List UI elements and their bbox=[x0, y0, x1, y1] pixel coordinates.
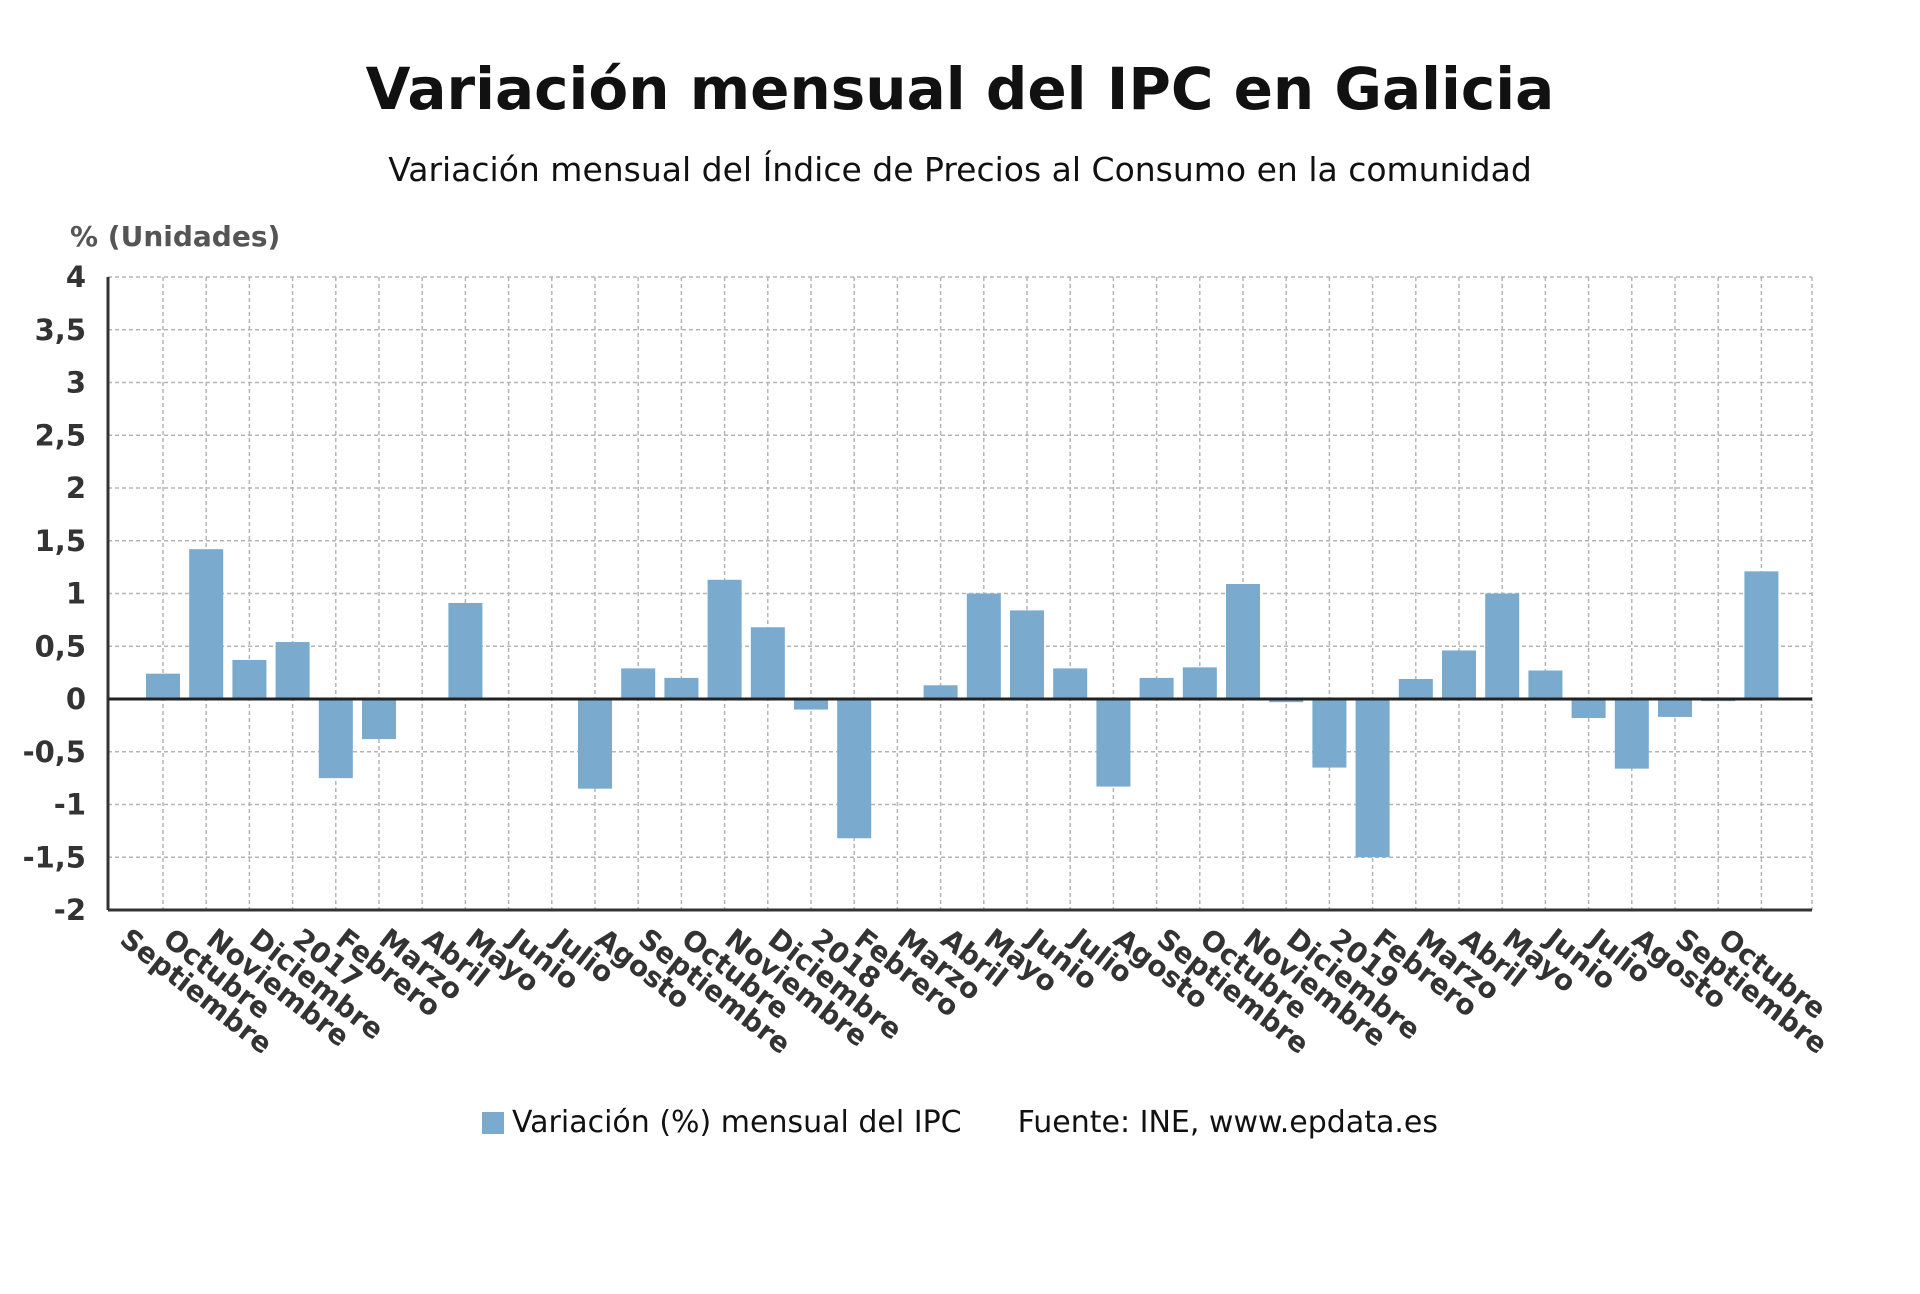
bar bbox=[1269, 699, 1304, 703]
bar bbox=[1096, 699, 1131, 787]
y-axis-unit-label: % (Unidades) bbox=[70, 220, 280, 253]
y-tick-label: 3 bbox=[66, 366, 86, 400]
bar bbox=[794, 699, 828, 710]
grid-lines bbox=[108, 276, 1813, 911]
bar bbox=[189, 549, 224, 699]
y-tick-label: -2 bbox=[54, 893, 86, 927]
legend-series-label: Variación (%) mensual del IPC bbox=[511, 1105, 962, 1140]
bar bbox=[275, 642, 310, 699]
y-tick-label: 4 bbox=[66, 260, 86, 294]
bar bbox=[318, 699, 353, 779]
bar bbox=[621, 668, 656, 699]
bar bbox=[1614, 699, 1649, 769]
bar bbox=[448, 602, 483, 699]
chart-subtitle: Variación mensual del Índice de Precios … bbox=[388, 150, 1532, 189]
y-tick-label: 0 bbox=[66, 682, 86, 716]
bar bbox=[1658, 699, 1692, 717]
bar bbox=[1442, 650, 1476, 699]
y-tick-label: 3,5 bbox=[35, 313, 86, 347]
y-tick-label: -0,5 bbox=[23, 735, 86, 769]
bar bbox=[578, 699, 612, 789]
bar bbox=[1485, 593, 1520, 699]
y-tick-label: -1 bbox=[54, 788, 86, 822]
bar bbox=[1528, 670, 1563, 699]
bar bbox=[1571, 699, 1606, 718]
y-tick-label: 1 bbox=[66, 577, 86, 611]
bar bbox=[707, 579, 742, 699]
bar bbox=[1182, 667, 1217, 699]
bar bbox=[1355, 699, 1390, 858]
bar bbox=[966, 593, 1001, 699]
bar bbox=[1744, 571, 1779, 699]
x-axis-ticks: SeptiembreOctubreNoviembreDiciembre2017F… bbox=[114, 921, 1834, 1061]
y-tick-label: 2,5 bbox=[35, 418, 86, 452]
bar bbox=[1312, 699, 1347, 768]
bars bbox=[146, 549, 1779, 858]
legend: Variación (%) mensual del IPC Fuente: INE… bbox=[0, 1105, 1920, 1140]
y-tick-label: 1,5 bbox=[35, 524, 86, 558]
bar bbox=[750, 627, 785, 699]
bar bbox=[362, 699, 396, 740]
chart-title: Variación mensual del IPC en Galicia bbox=[365, 55, 1555, 123]
legend-swatch bbox=[481, 1112, 504, 1134]
y-tick-label: -1,5 bbox=[23, 840, 86, 874]
bar bbox=[232, 659, 267, 699]
y-tick-label: 2 bbox=[66, 471, 86, 505]
bar bbox=[1226, 584, 1260, 699]
bar bbox=[1053, 668, 1088, 699]
bar bbox=[1139, 677, 1174, 699]
bar bbox=[664, 677, 699, 699]
y-tick-label: 0,5 bbox=[35, 629, 86, 663]
bar bbox=[1398, 678, 1433, 699]
bar bbox=[923, 685, 958, 699]
bar bbox=[146, 673, 180, 699]
y-axis-ticks: 4 3,5 3 2,5 2 1,5 1 0,5 0 -0,5 -1 -1,5 -2 bbox=[23, 260, 86, 927]
source-label: Fuente: INE, www.epdata.es bbox=[1017, 1105, 1439, 1140]
axes bbox=[106, 277, 1812, 912]
bar bbox=[1010, 610, 1044, 699]
bar bbox=[837, 699, 872, 839]
